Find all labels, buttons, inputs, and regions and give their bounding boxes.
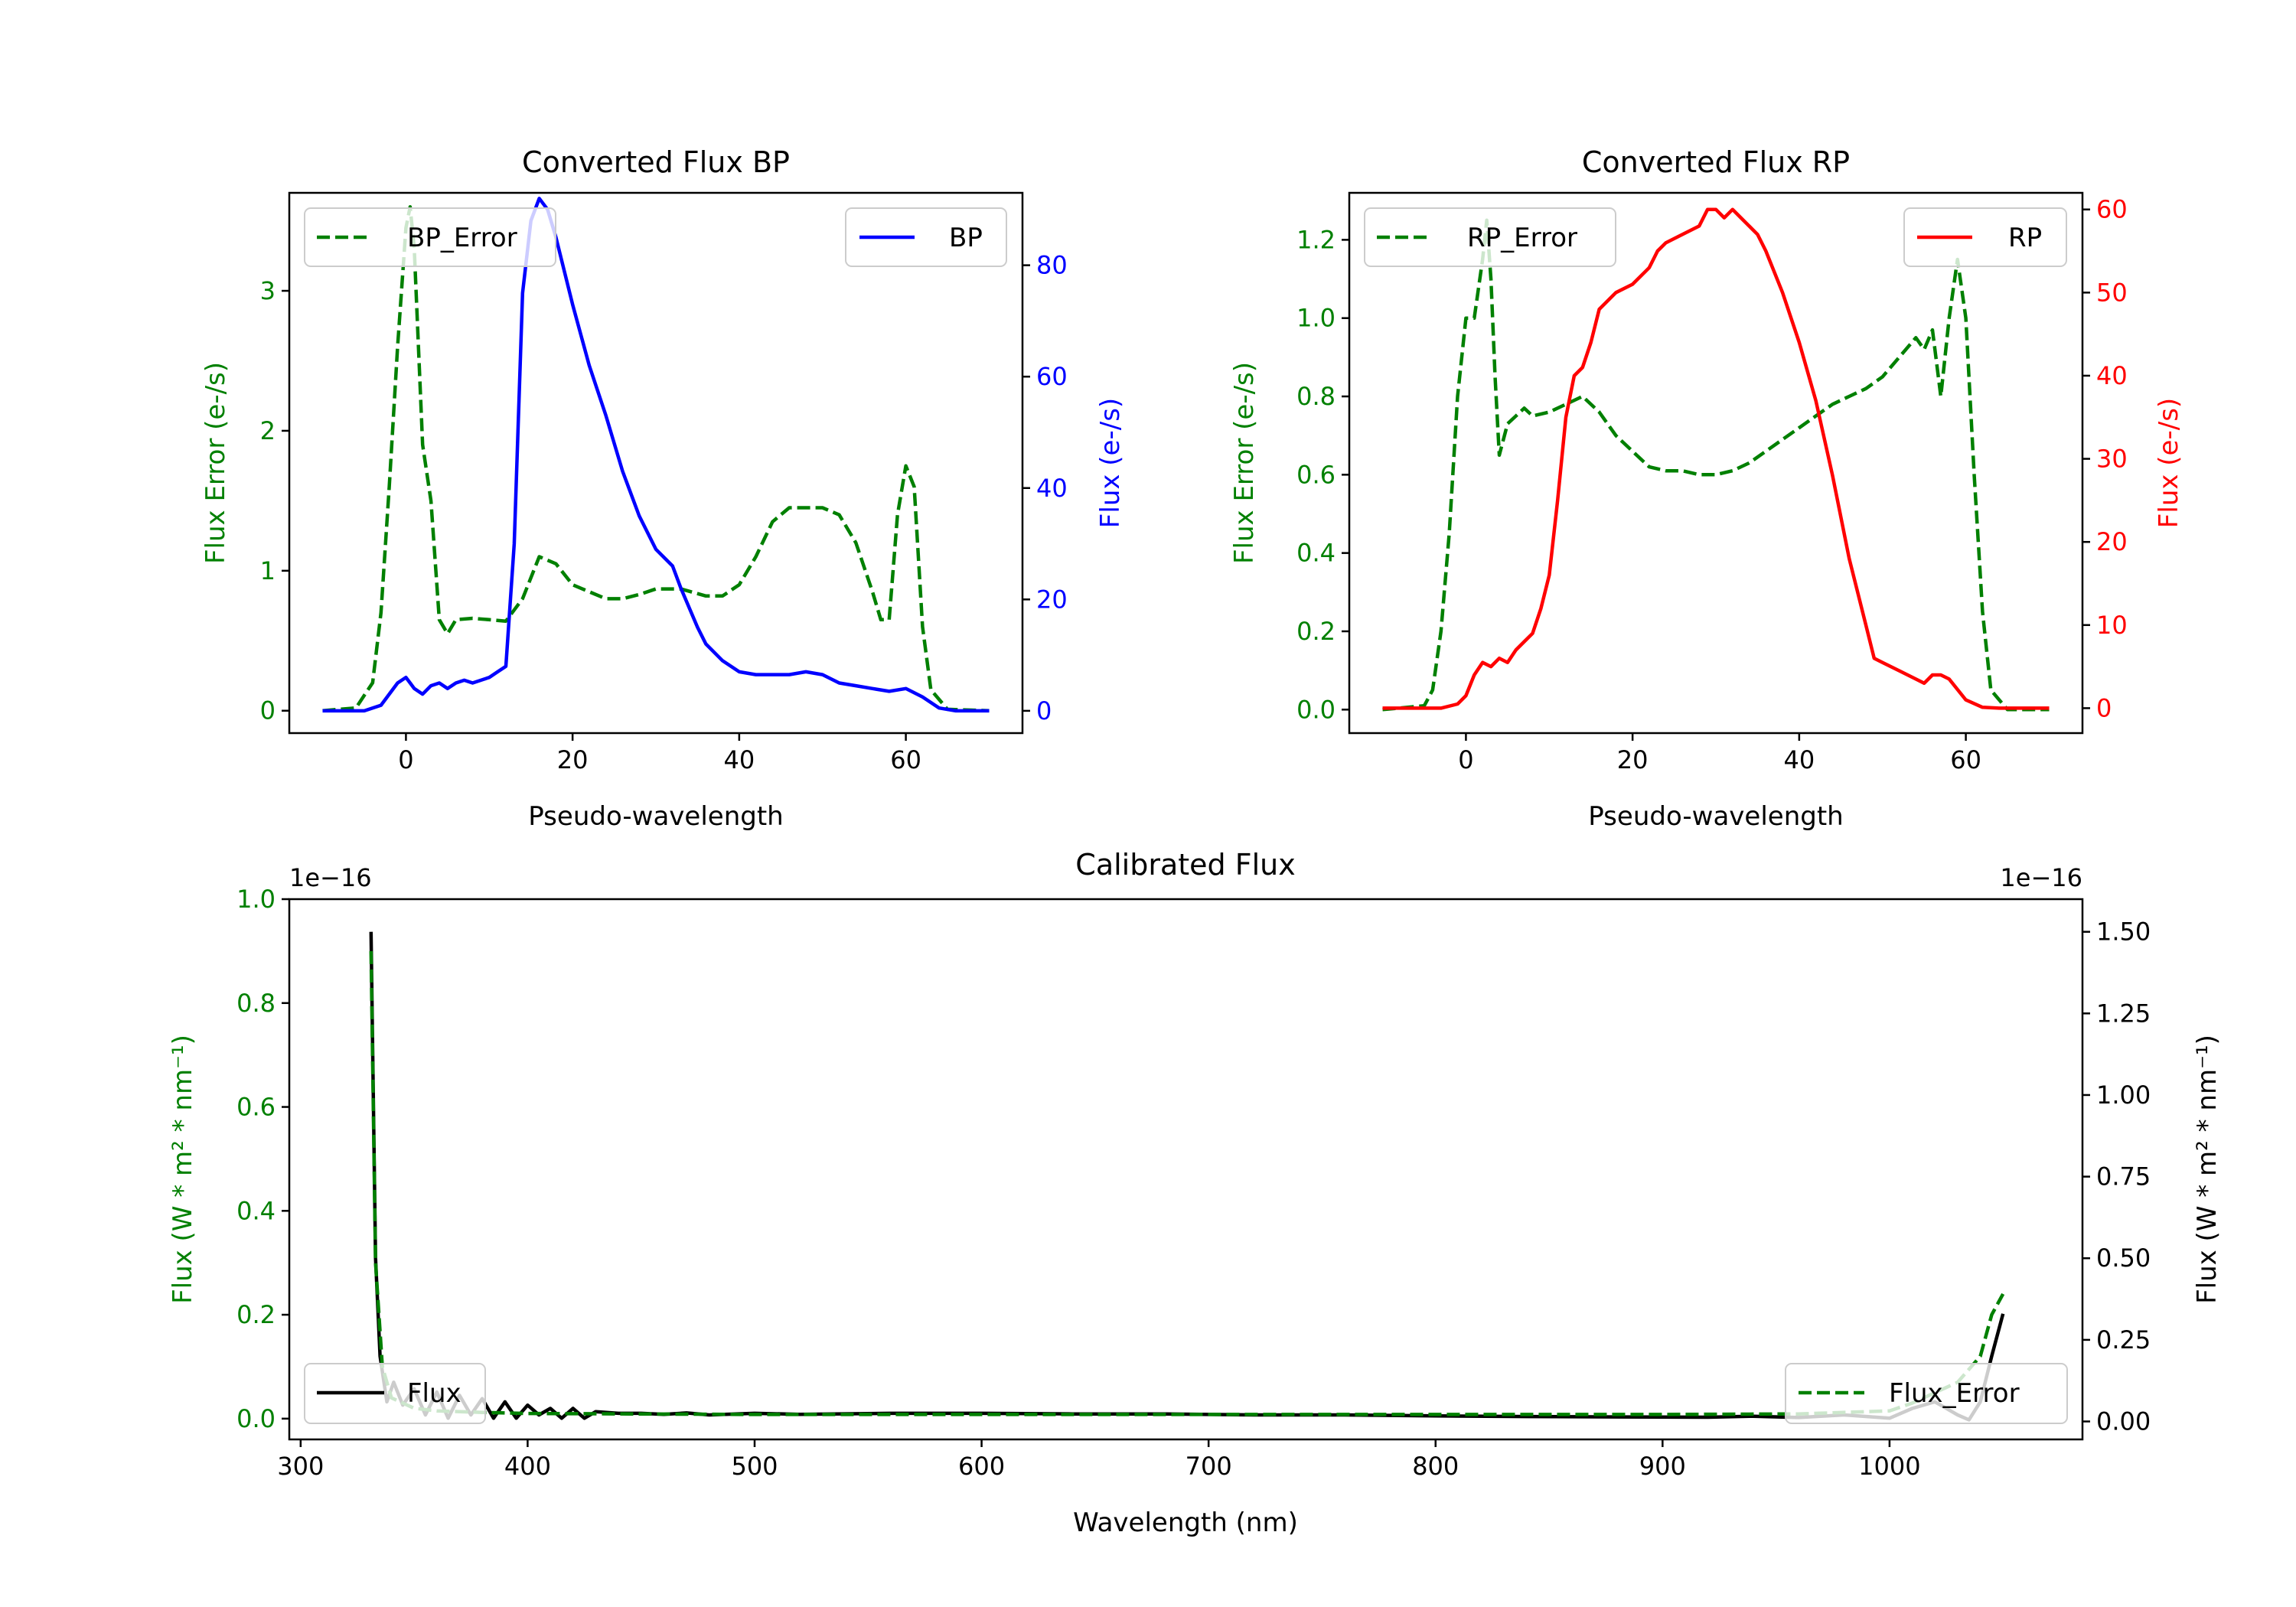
bp-x-tick-label: 0	[398, 745, 413, 774]
bp-y-left-tick-label: 1	[260, 556, 276, 585]
bp-legend-left[interactable]: BP_Error	[304, 207, 556, 267]
cal-y-right-tick-label: 1.25	[2096, 999, 2151, 1028]
bp-x-axis-label: Pseudo-wavelength	[528, 801, 783, 832]
cal-x-tick-label: 300	[277, 1452, 324, 1481]
rp-axes-frame	[1348, 191, 2084, 735]
cal-legend-right-label: Flux_Error	[1889, 1378, 2020, 1409]
rp-series-rp-line	[1382, 207, 2050, 710]
rp-x-tick-label: 0	[1458, 745, 1473, 774]
cal-y-left-tick-label: 0.8	[236, 989, 276, 1018]
rp-y-right-tick-label: 50	[2096, 278, 2128, 307]
rp-y-right-tick-label: 0	[2096, 693, 2112, 722]
bp-legend-right-label: BP	[949, 223, 983, 253]
rp-y-left-tick-label: 0.2	[1296, 617, 1336, 646]
rp-x-tick-label: 20	[1617, 745, 1649, 774]
bp-y-axis-label-right: Flux (e-/s)	[1095, 398, 1126, 528]
bp-ticks-layer: 0 20 40 60 0 1 2 3 0 20 40 60 80	[260, 251, 1068, 774]
cal-legend-left-box	[304, 1363, 486, 1424]
bp-legend-right[interactable]: BP	[845, 207, 1007, 267]
bp-y-left-tick-label: 2	[260, 416, 276, 445]
cal-legend-left[interactable]: Flux	[304, 1363, 486, 1424]
cal-x-axis-label: Wavelength (nm)	[1073, 1508, 1298, 1538]
rp-x-tick-label: 60	[1950, 745, 1981, 774]
cal-x-tick-label: 400	[504, 1452, 551, 1481]
bp-y-left-tick-label: 0	[260, 696, 276, 725]
rp-y-right-tick-label: 60	[2096, 195, 2128, 224]
rp-y-right-tick-label: 40	[2096, 361, 2128, 390]
rp-legend-right[interactable]: RP	[1903, 207, 2067, 267]
bp-y-right-tick-label: 20	[1036, 585, 1068, 614]
bp-legend-right-box	[845, 207, 1007, 267]
rp-legend-left-box	[1364, 207, 1616, 267]
bp-x-tick-label: 20	[557, 745, 589, 774]
cal-legend-right[interactable]: Flux_Error	[1785, 1363, 2068, 1424]
cal-y-right-tick-label: 0.50	[2096, 1244, 2151, 1273]
cal-y-left-tick-label: 0.4	[236, 1196, 276, 1225]
cal-legend-left-label: Flux	[407, 1378, 461, 1409]
cal-y-right-tick-label: 1.00	[2096, 1081, 2151, 1110]
bp-panel: 0 20 40 60 0 1 2 3 0 20 40 60 80 Converted Flux BP P…	[201, 145, 1126, 832]
cal-y-left-tick-label: 1.0	[236, 885, 276, 914]
bp-x-tick-label: 60	[890, 745, 921, 774]
cal-offset-left: 1e−16	[289, 863, 372, 892]
cal-y-right-tick-label: 0.25	[2096, 1325, 2151, 1354]
rp-ticks-layer: 0 20 40 60 0.0 0.2 0.4 0.6 0.8 1.0 1.2 0 10 20 30 40 50 6…	[1296, 195, 2128, 774]
cal-x-tick-label: 800	[1412, 1452, 1459, 1481]
bp-y-right-tick-label: 60	[1036, 362, 1068, 391]
bp-y-right-tick-label: 40	[1036, 474, 1068, 503]
bp-x-tick-label: 40	[724, 745, 755, 774]
cal-x-tick-label: 700	[1186, 1452, 1232, 1481]
bp-legend-left-label: BP_Error	[407, 223, 517, 253]
cal-x-tick-label: 600	[958, 1452, 1005, 1481]
bp-series-bp-line	[322, 197, 990, 713]
rp-legend-right-box	[1903, 207, 2067, 267]
rp-y-left-tick-label: 0.8	[1296, 382, 1336, 411]
rp-y-right-tick-label: 10	[2096, 611, 2128, 640]
cal-panel: 300 400 500 600 700 800 900 1000 0.0 0.2 0.4 0.6 0.8…	[168, 848, 2223, 1538]
cal-y-axis-label-left: Flux (W * m² * nm⁻¹)	[168, 1035, 198, 1304]
cal-legend-right-box	[1785, 1363, 2068, 1424]
rp-y-right-tick-label: 30	[2096, 445, 2128, 474]
rp-y-axis-label-left: Flux Error (e-/s)	[1229, 362, 1260, 564]
cal-title: Calibrated Flux	[1075, 848, 1295, 882]
cal-x-tick-label: 1000	[1858, 1452, 1920, 1481]
rp-series-rp-error-line	[1382, 218, 2050, 712]
rp-title: Converted Flux RP	[1582, 145, 1850, 179]
cal-offset-right: 1e−16	[2000, 863, 2082, 892]
cal-y-left-tick-label: 0.2	[236, 1300, 276, 1329]
bp-y-left-tick-label: 3	[260, 276, 276, 305]
rp-y-left-tick-label: 0.6	[1296, 460, 1336, 489]
rp-y-left-tick-label: 0.0	[1296, 695, 1336, 724]
rp-x-axis-label: Pseudo-wavelength	[1588, 801, 1843, 832]
cal-axes-frame	[288, 898, 2084, 1441]
rp-legend-left-label: RP_Error	[1467, 223, 1577, 253]
bp-axes-frame	[288, 191, 1024, 735]
cal-ticks-layer: 300 400 500 600 700 800 900 1000 0.0 0.2 0.4 0.6 0.8…	[236, 885, 2151, 1481]
rp-legend-right-label: RP	[2008, 223, 2042, 253]
cal-y-axis-label-right: Flux (W * m² * nm⁻¹)	[2192, 1035, 2223, 1304]
cal-y-left-tick-label: 0.0	[236, 1404, 276, 1433]
bp-y-right-tick-label: 80	[1036, 251, 1068, 280]
rp-y-left-tick-label: 1.0	[1296, 304, 1336, 333]
rp-panel: 0 20 40 60 0.0 0.2 0.4 0.6 0.8 1.0 1.2 0 10 20 30 40 50 6…	[1229, 145, 2184, 832]
rp-series-layer	[1382, 207, 2050, 712]
rp-legend-left[interactable]: RP_Error	[1364, 207, 1616, 267]
rp-y-right-tick-label: 20	[2096, 527, 2128, 556]
cal-x-tick-label: 900	[1639, 1452, 1686, 1481]
rp-y-left-tick-label: 1.2	[1296, 225, 1336, 254]
cal-y-right-tick-label: 0.00	[2096, 1407, 2151, 1436]
bp-y-axis-label-left: Flux Error (e-/s)	[201, 362, 231, 564]
cal-y-left-tick-label: 0.6	[236, 1093, 276, 1122]
rp-y-axis-label-right: Flux (e-/s)	[2154, 398, 2184, 528]
cal-x-tick-label: 500	[731, 1452, 778, 1481]
bp-title: Converted Flux BP	[522, 145, 790, 179]
rp-x-tick-label: 40	[1784, 745, 1815, 774]
bp-legend-left-box	[304, 207, 556, 267]
cal-y-right-tick-label: 1.50	[2096, 918, 2151, 947]
rp-y-left-tick-label: 0.4	[1296, 539, 1336, 568]
cal-y-right-tick-label: 0.75	[2096, 1162, 2151, 1191]
bp-y-right-tick-label: 0	[1036, 696, 1052, 725]
